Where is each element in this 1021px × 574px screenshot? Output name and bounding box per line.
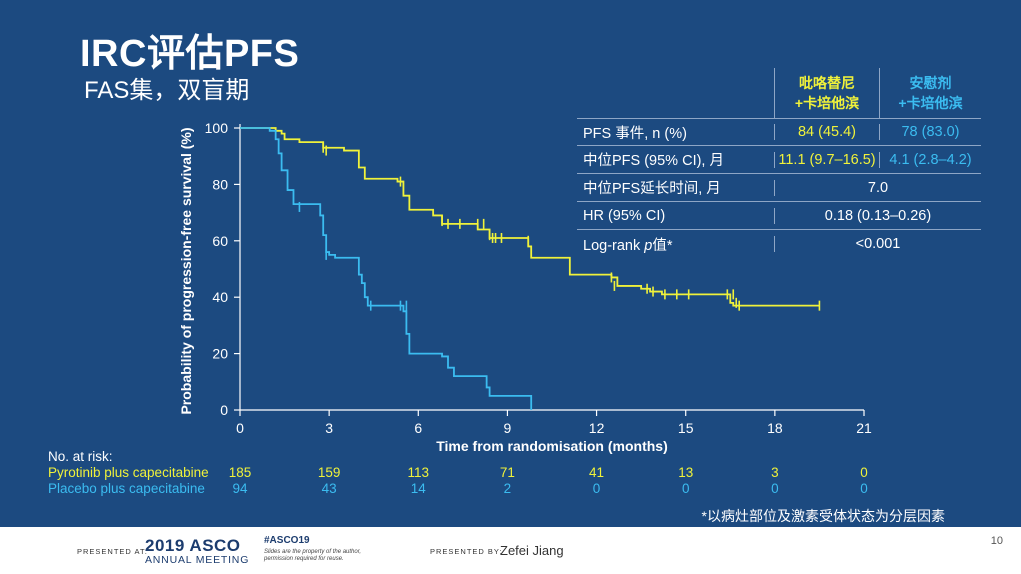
y-tick-label: 0 (220, 402, 228, 418)
presented-at-label: PRESENTED AT: (77, 547, 148, 556)
risk-table: No. at risk: Pyrotinib plus capecitabine… (48, 449, 948, 497)
risk-count: 41 (589, 465, 605, 480)
footnote: *以病灶部位及激素受体状态为分层因素 (701, 508, 945, 524)
risk-count: 14 (410, 481, 426, 496)
disclaimer: Slides are the property of the author, p… (264, 549, 362, 562)
summary-row-median-extension: 中位PFS延长时间, 月 7.0 (577, 174, 981, 202)
slide-subtitle: FAS集，双盲期 (84, 77, 250, 104)
risk-label: Pyrotinib plus capecitabine (48, 465, 209, 480)
risk-count: 0 (860, 465, 868, 480)
risk-count: 94 (232, 481, 248, 496)
x-axis-label: Time from randomisation (months) (436, 438, 668, 454)
footer: PRESENTED AT: 2019 ASCO ANNUAL MEETING #… (0, 527, 1021, 574)
y-tick-label: 20 (212, 346, 228, 362)
y-axis-label: Probability of progression-free survival… (178, 127, 194, 414)
x-tick-label: 12 (589, 420, 605, 436)
risk-count: 0 (771, 481, 779, 496)
x-tick-label: 18 (767, 420, 783, 436)
summary-row-hr: HR (95% CI) 0.18 (0.13–0.26) (577, 202, 981, 230)
x-tick-label: 21 (856, 420, 872, 436)
x-tick-label: 3 (325, 420, 333, 436)
presenter-name: Zefei Jiang (500, 543, 564, 558)
risk-count: 43 (321, 481, 337, 496)
x-tick-label: 9 (504, 420, 512, 436)
asco-logo: 2019 ASCO ANNUAL MEETING (145, 536, 250, 566)
km-chart: 0 20 40 60 80 100 0 3 6 9 12 15 18 21 Time from random… (178, 120, 872, 454)
y-tick-label: 80 (212, 176, 228, 192)
presented-by-label: PRESENTED BY: (430, 547, 503, 556)
arm-a-header: 吡咯替尼 +卡培他滨 (774, 68, 879, 118)
y-tick-label: 60 (212, 233, 228, 249)
x-tick-label: 6 (414, 420, 422, 436)
y-tick-label: 40 (212, 289, 228, 305)
risk-count: 3 (771, 465, 779, 480)
risk-label: Placebo plus capecitabine (48, 481, 205, 496)
risk-count: 13 (678, 465, 694, 480)
risk-count: 71 (499, 465, 515, 480)
hashtag: #ASCO19 (264, 535, 310, 546)
x-tick-label: 0 (236, 420, 244, 436)
summary-row-pfs-events: PFS 事件, n (%) 84 (45.4) 78 (83.0) (577, 118, 981, 146)
risk-count: 0 (860, 481, 868, 496)
y-tick-label: 100 (205, 120, 229, 136)
risk-row-pyrotinib: Pyrotinib plus capecitabine 185 159 113 71 4… (48, 465, 948, 481)
slide-title: IRC评估PFS (80, 33, 300, 75)
summary-header-row: 吡咯替尼 +卡培他滨 安慰剂 +卡培他滨 (577, 68, 981, 118)
risk-count: 0 (592, 481, 601, 496)
risk-count: 0 (681, 481, 690, 496)
risk-row-placebo: Placebo plus capecitabine 94 43 14 2 0 0 0 0 (48, 481, 948, 497)
risk-table-title: No. at risk: (48, 449, 113, 464)
x-tick-label: 15 (678, 420, 694, 436)
summary-row-median-pfs: 中位PFS (95% CI), 月 11.1 (9.7–16.5) 4.1 (2… (577, 146, 981, 174)
summary-table: 吡咯替尼 +卡培他滨 安慰剂 +卡培他滨 PFS 事件, n (%) 84 (4… (577, 68, 981, 258)
risk-count: 159 (317, 465, 341, 480)
slide: 0 20 40 60 80 100 0 3 6 9 12 15 18 21 Time from random… (0, 0, 1021, 527)
risk-count: 2 (503, 481, 512, 496)
risk-count: 113 (407, 465, 430, 480)
arm-b-header: 安慰剂 +卡培他滨 (879, 68, 981, 118)
km-curve-placebo (240, 127, 533, 410)
risk-count: 185 (228, 465, 252, 480)
summary-row-logrank: Log-rank p值* <0.001 (577, 230, 981, 258)
page-number: 10 (990, 535, 1003, 547)
